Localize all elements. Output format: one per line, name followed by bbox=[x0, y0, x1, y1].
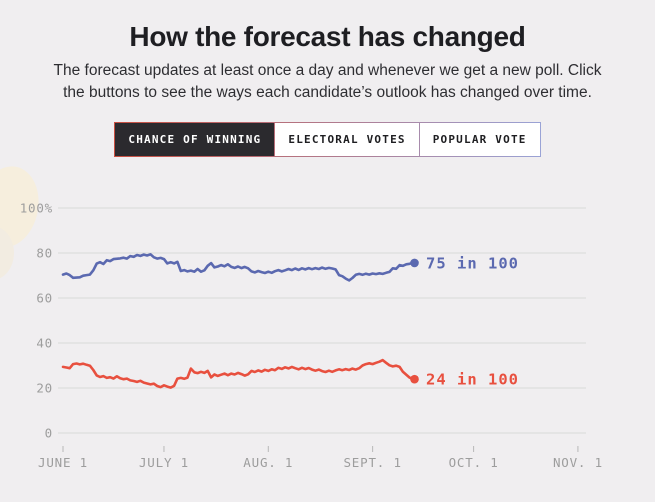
x-axis-label: JULY 1 bbox=[139, 455, 189, 470]
red-series-end-dot bbox=[410, 374, 419, 384]
toggle-popular-vote[interactable]: POPULAR VOTE bbox=[419, 123, 540, 156]
red-series-end-label: 24 in 100 bbox=[426, 371, 519, 389]
x-axis-label: OCT. 1 bbox=[449, 455, 499, 470]
red-series-line bbox=[61, 358, 415, 389]
blue-series-end-dot bbox=[410, 258, 419, 268]
subtitle-line-1: The forecast updates at least once a day… bbox=[53, 62, 602, 79]
y-axis-label-20: 20 bbox=[36, 381, 53, 396]
x-axis-label: AUG. 1 bbox=[243, 455, 293, 470]
header-block: How the forecast has changed The forecas… bbox=[0, 0, 655, 157]
y-axis-label-0: 0 bbox=[45, 426, 53, 441]
blue-series-line bbox=[61, 253, 415, 282]
y-axis-label-60: 60 bbox=[36, 291, 53, 306]
toggle-row: CHANCE OF WINNING ELECTORAL VOTES POPULA… bbox=[0, 122, 655, 157]
y-axis-label-80: 80 bbox=[36, 246, 53, 261]
background-blob-small bbox=[0, 226, 14, 280]
x-axis-label: NOV. 1 bbox=[553, 455, 603, 470]
x-axis-label: SEPT. 1 bbox=[343, 455, 401, 470]
toggle-chance-of-winning[interactable]: CHANCE OF WINNING bbox=[115, 123, 275, 156]
y-axis-label-100: 100% bbox=[20, 201, 53, 216]
blue-series-end-label: 75 in 100 bbox=[426, 254, 519, 272]
metric-toggle-group: CHANCE OF WINNING ELECTORAL VOTES POPULA… bbox=[114, 122, 541, 157]
x-axis-label: JUNE 1 bbox=[38, 455, 88, 470]
toggle-electoral-votes[interactable]: ELECTORAL VOTES bbox=[275, 123, 419, 156]
subtitle-line-2: the buttons to see the ways each candida… bbox=[63, 84, 592, 101]
y-axis-label-40: 40 bbox=[36, 336, 53, 351]
subtitle: The forecast updates at least once a day… bbox=[0, 60, 655, 104]
page-title: How the forecast has changed bbox=[129, 21, 526, 52]
